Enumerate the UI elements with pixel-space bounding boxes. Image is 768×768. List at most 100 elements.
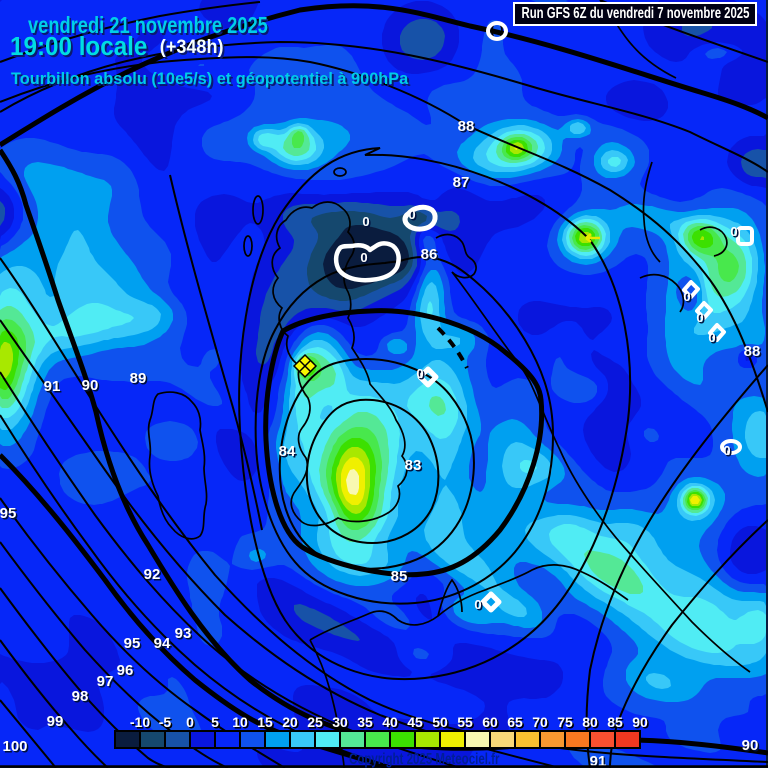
svg-text:20: 20 xyxy=(284,716,300,732)
svg-text:10: 10 xyxy=(232,714,248,730)
svg-text:40: 40 xyxy=(384,716,400,732)
svg-text:0: 0 xyxy=(416,366,423,381)
svg-text:93: 93 xyxy=(176,627,193,644)
svg-text:83: 83 xyxy=(405,457,422,474)
svg-text:85: 85 xyxy=(609,716,625,732)
svg-text:91: 91 xyxy=(590,753,607,768)
svg-text:60: 60 xyxy=(482,714,498,730)
svg-text:0: 0 xyxy=(723,443,730,458)
svg-text:0: 0 xyxy=(410,209,417,224)
svg-text:91: 91 xyxy=(45,380,62,397)
svg-text:0: 0 xyxy=(725,445,732,460)
svg-text:-10: -10 xyxy=(130,714,150,730)
svg-text:0: 0 xyxy=(360,250,367,265)
svg-text:50: 50 xyxy=(432,714,448,730)
svg-text:80: 80 xyxy=(582,714,598,730)
svg-text:-10: -10 xyxy=(131,716,151,732)
svg-text:89: 89 xyxy=(131,372,148,389)
svg-text:88: 88 xyxy=(745,345,762,362)
svg-text:90: 90 xyxy=(83,379,100,396)
svg-text:60: 60 xyxy=(484,716,500,732)
svg-text:94: 94 xyxy=(154,635,171,652)
svg-text:90: 90 xyxy=(742,737,759,754)
svg-text:35: 35 xyxy=(359,716,375,732)
svg-text:0: 0 xyxy=(408,207,415,222)
svg-text:75: 75 xyxy=(559,716,575,732)
svg-text:0: 0 xyxy=(708,330,715,345)
svg-text:0: 0 xyxy=(418,368,425,383)
svg-text:35: 35 xyxy=(357,714,373,730)
svg-text:88: 88 xyxy=(459,120,476,137)
svg-text:90: 90 xyxy=(632,714,648,730)
svg-text:95: 95 xyxy=(1,507,18,524)
svg-text:0: 0 xyxy=(476,599,483,614)
svg-text:5: 5 xyxy=(213,716,221,732)
svg-text:84: 84 xyxy=(280,445,297,462)
svg-text:70: 70 xyxy=(534,716,550,732)
svg-text:45: 45 xyxy=(407,714,423,730)
svg-text:0: 0 xyxy=(696,310,703,325)
svg-text:70: 70 xyxy=(532,714,548,730)
svg-text:55: 55 xyxy=(459,716,475,732)
svg-text:0: 0 xyxy=(732,226,739,241)
svg-text:92: 92 xyxy=(145,568,162,585)
svg-text:90: 90 xyxy=(743,739,760,756)
svg-text:0: 0 xyxy=(698,312,705,327)
svg-text:90: 90 xyxy=(82,377,99,394)
svg-text:97: 97 xyxy=(98,675,115,692)
svg-text:86: 86 xyxy=(422,248,439,265)
svg-text:25: 25 xyxy=(309,716,325,732)
svg-text:87: 87 xyxy=(454,176,471,193)
svg-text:20: 20 xyxy=(282,714,298,730)
svg-text:0: 0 xyxy=(188,716,196,732)
svg-text:96: 96 xyxy=(117,662,134,679)
svg-text:95: 95 xyxy=(0,505,16,522)
svg-text:40: 40 xyxy=(382,714,398,730)
svg-text:89: 89 xyxy=(130,370,147,387)
svg-text:95: 95 xyxy=(125,637,142,654)
svg-text:0: 0 xyxy=(362,252,369,267)
svg-text:85: 85 xyxy=(391,568,408,585)
svg-text:86: 86 xyxy=(421,246,438,263)
svg-text:0: 0 xyxy=(730,224,737,239)
svg-text:5: 5 xyxy=(211,714,219,730)
svg-text:10: 10 xyxy=(234,716,250,732)
svg-text:99: 99 xyxy=(47,713,64,730)
svg-text:91: 91 xyxy=(44,378,61,395)
svg-text:0: 0 xyxy=(685,291,692,306)
svg-text:83: 83 xyxy=(406,459,423,476)
svg-text:75: 75 xyxy=(557,714,573,730)
svg-text:84: 84 xyxy=(279,443,296,460)
svg-text:98: 98 xyxy=(72,688,89,705)
svg-text:50: 50 xyxy=(434,716,450,732)
svg-text:-5: -5 xyxy=(159,714,172,730)
svg-text:87: 87 xyxy=(453,174,470,191)
svg-text:96: 96 xyxy=(118,664,135,681)
svg-text:97: 97 xyxy=(97,673,114,690)
svg-text:0: 0 xyxy=(683,289,690,304)
svg-text:99: 99 xyxy=(48,715,65,732)
svg-text:0: 0 xyxy=(362,214,369,229)
svg-text:45: 45 xyxy=(409,716,425,732)
svg-text:30: 30 xyxy=(332,714,348,730)
svg-text:100: 100 xyxy=(4,740,29,757)
svg-text:65: 65 xyxy=(509,716,525,732)
svg-text:95: 95 xyxy=(124,635,141,652)
svg-text:90: 90 xyxy=(634,716,650,732)
svg-text:-5: -5 xyxy=(160,716,173,732)
svg-text:0: 0 xyxy=(710,332,717,347)
svg-text:0: 0 xyxy=(186,714,194,730)
svg-text:88: 88 xyxy=(458,118,475,135)
svg-text:92: 92 xyxy=(144,566,161,583)
svg-text:85: 85 xyxy=(607,714,623,730)
svg-text:30: 30 xyxy=(334,716,350,732)
svg-text:94: 94 xyxy=(155,637,172,654)
svg-text:0: 0 xyxy=(364,216,371,231)
svg-text:15: 15 xyxy=(259,716,275,732)
svg-text:88: 88 xyxy=(744,343,761,360)
svg-text:0: 0 xyxy=(474,597,481,612)
svg-text:91: 91 xyxy=(591,755,608,768)
svg-text:25: 25 xyxy=(307,714,323,730)
svg-text:93: 93 xyxy=(175,625,192,642)
svg-text:85: 85 xyxy=(392,570,409,587)
